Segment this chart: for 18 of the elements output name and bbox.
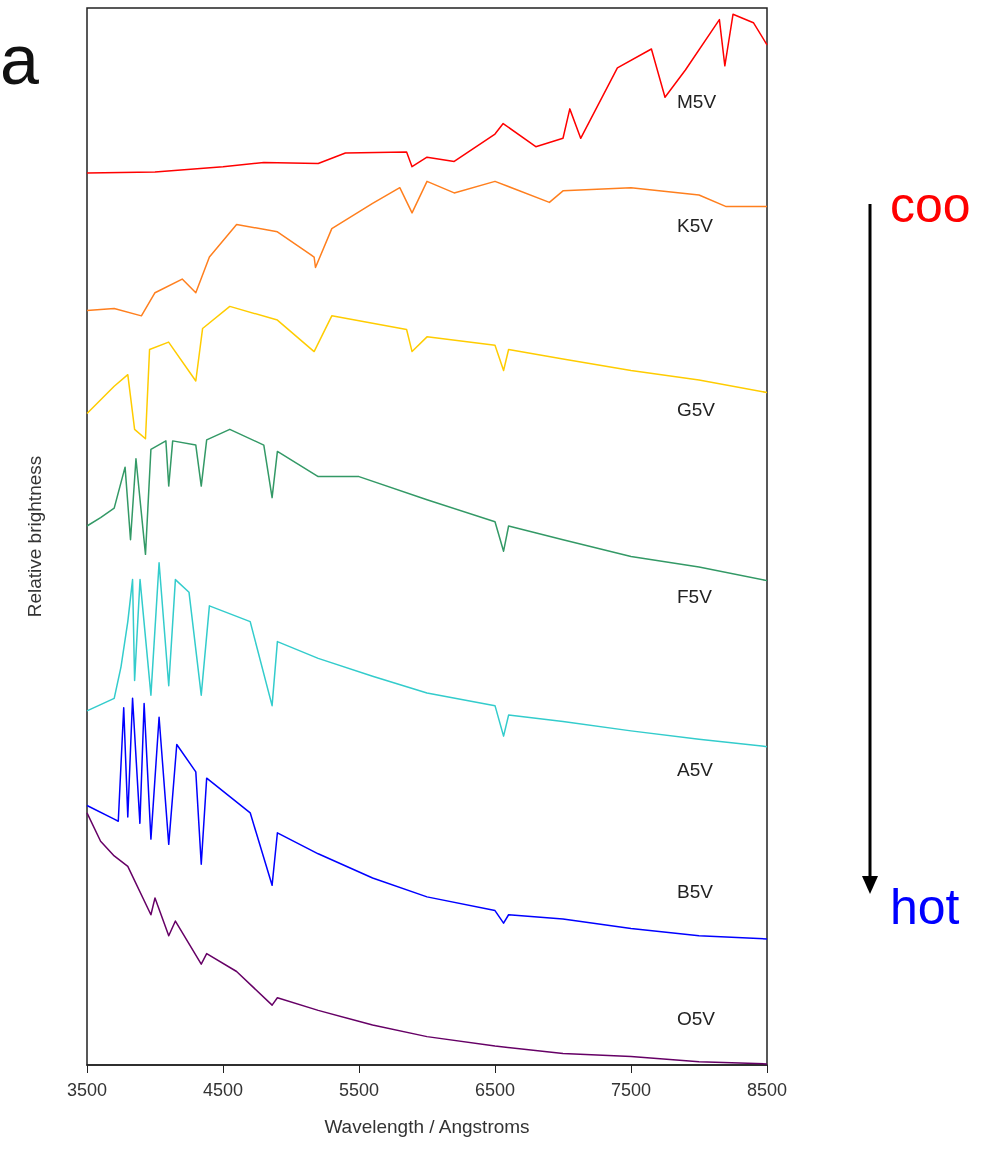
x-tick-label: 3500 xyxy=(66,1080,108,1100)
x-tick-label: 5500 xyxy=(338,1080,380,1100)
series-label: G5V xyxy=(677,399,716,421)
x-axis-title: Wavelength / Angstroms xyxy=(324,1116,530,1137)
series-label: F5V xyxy=(677,585,713,607)
series-label: A5V xyxy=(677,758,714,780)
series-label: K5V xyxy=(677,214,714,236)
text: hot xyxy=(890,879,960,935)
text: a xyxy=(0,21,39,99)
x-tick-label: 4500 xyxy=(202,1080,244,1100)
series-label: M5V xyxy=(677,90,717,112)
series-label: O5V xyxy=(677,1007,716,1029)
x-tick-label: 6500 xyxy=(474,1080,516,1100)
series-label: B5V xyxy=(677,881,714,903)
x-tick-label: 8500 xyxy=(746,1080,788,1100)
y-axis-title: Relative brightness xyxy=(23,455,45,618)
x-tick-label: 7500 xyxy=(610,1080,652,1100)
text: coo xyxy=(890,177,971,233)
